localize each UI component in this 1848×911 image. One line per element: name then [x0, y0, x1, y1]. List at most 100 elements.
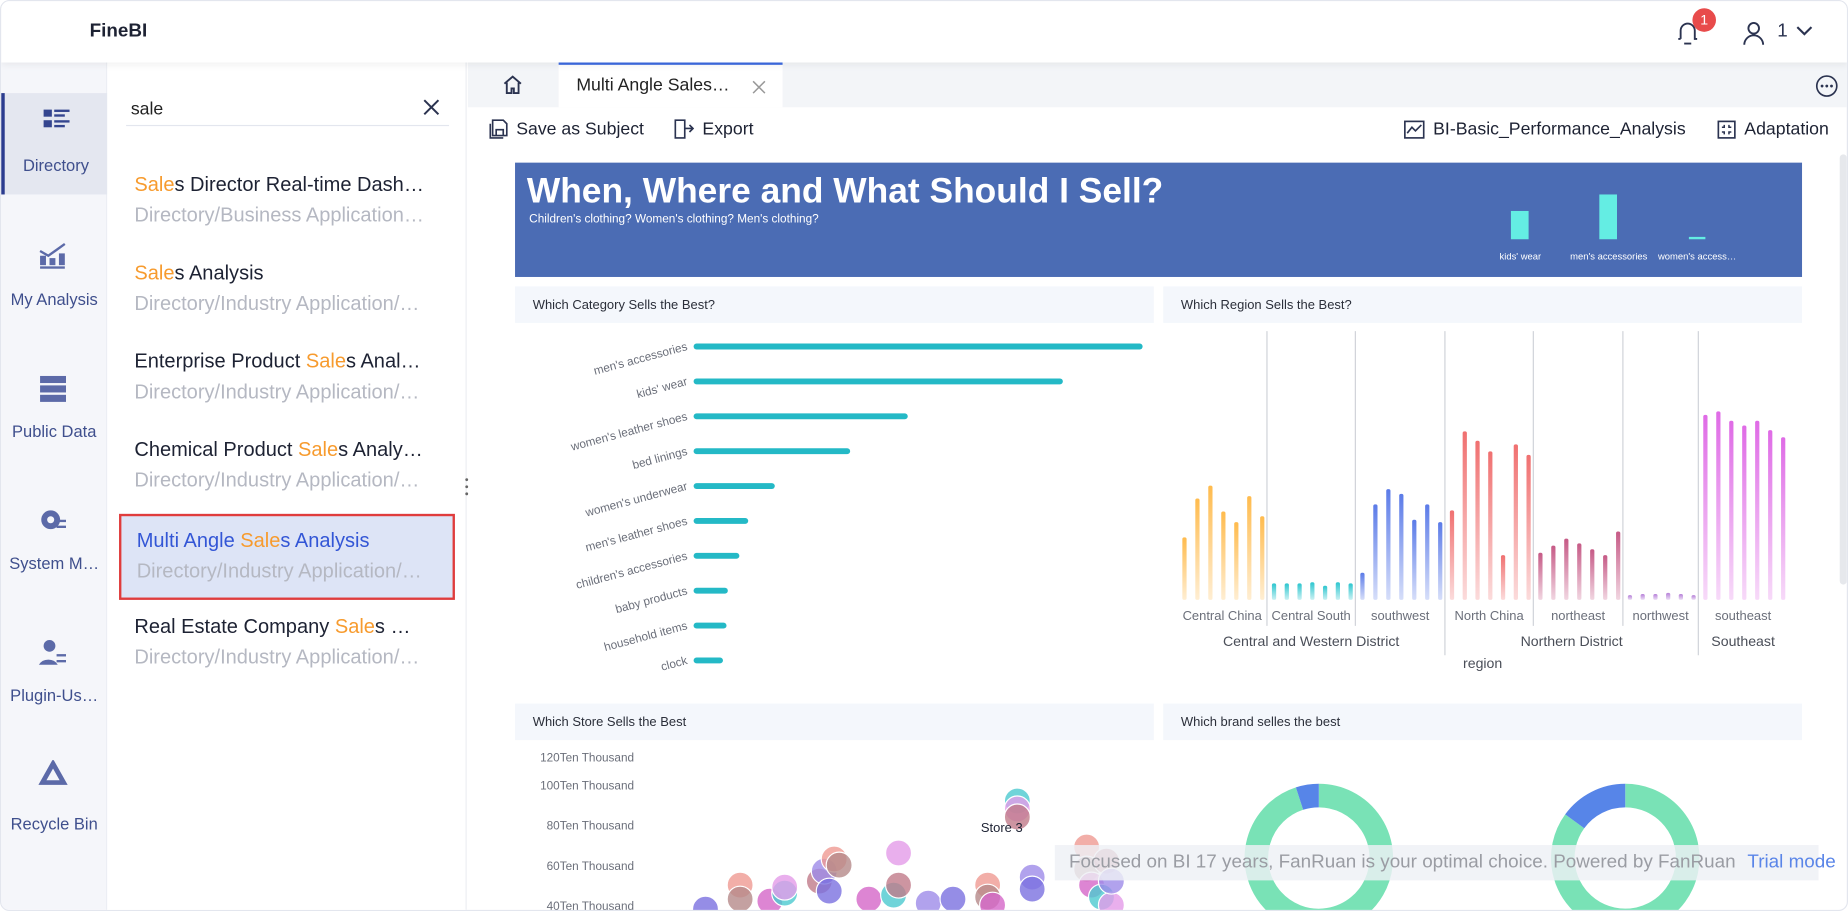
donut-slice[interactable] [1244, 783, 1394, 911]
donut-slice[interactable] [1565, 783, 1626, 829]
region-bar[interactable] [1742, 425, 1747, 600]
region-bar[interactable] [1271, 583, 1277, 600]
search-result-item[interactable]: Sales Director Real-time Dash… Directory/… [119, 160, 455, 246]
region-bar[interactable] [1755, 420, 1760, 600]
region-bar[interactable] [1425, 504, 1430, 600]
store-bubble[interactable] [979, 891, 1007, 911]
export-button[interactable]: Export [674, 119, 754, 139]
region-bar[interactable] [1703, 414, 1708, 600]
search-input[interactable] [126, 93, 450, 127]
store-bubble[interactable] [1003, 803, 1031, 831]
y-tick-label: 60Ten Thousand [547, 860, 634, 873]
subregion-label: Central China [1183, 608, 1263, 623]
region-bar[interactable] [1335, 582, 1340, 600]
region-bar[interactable] [1234, 522, 1239, 600]
region-bar[interactable] [1603, 555, 1608, 600]
search-result-item[interactable]: Chemical Product Sales Analy… Directory/I… [119, 425, 455, 511]
donut-slice[interactable] [1295, 783, 1320, 810]
region-bar[interactable] [1716, 411, 1721, 600]
region-bar[interactable] [1653, 593, 1658, 600]
trial-mode-link[interactable]: Trial mode [1747, 852, 1836, 873]
sidebar-item-system-m[interactable]: System M… [1, 491, 107, 592]
region-bar[interactable] [1462, 431, 1467, 600]
region-bar[interactable] [1678, 593, 1683, 600]
region-bar[interactable] [1500, 555, 1506, 600]
user-name[interactable]: 1 [1777, 21, 1788, 42]
search-result-item[interactable]: Multi Angle Sales Analysis Directory/Indu… [119, 513, 455, 600]
region-bar[interactable] [1590, 549, 1595, 600]
region-bar[interactable] [1640, 593, 1645, 600]
search-result-item[interactable]: Real Estate Company Sales … Directory/Ind… [119, 602, 455, 688]
chevron-down-icon[interactable] [1795, 25, 1814, 37]
region-bar[interactable] [1399, 493, 1404, 600]
store-bubble[interactable] [825, 851, 853, 879]
region-bar[interactable] [1182, 537, 1187, 600]
region-bar[interactable] [1386, 489, 1391, 600]
region-bar[interactable] [1438, 522, 1443, 600]
store-bubble[interactable] [884, 871, 913, 899]
region-bar[interactable] [1297, 583, 1302, 600]
region-bar[interactable] [1208, 485, 1213, 600]
region-bar[interactable] [1260, 516, 1265, 600]
adaptation-button[interactable]: Adaptation [1717, 119, 1829, 139]
region-bar[interactable] [1616, 531, 1621, 600]
region-bar[interactable] [1781, 437, 1786, 600]
region-bar[interactable] [1322, 585, 1328, 600]
gear-icon [41, 510, 66, 530]
region-bar[interactable] [1627, 595, 1633, 600]
region-bar[interactable] [1247, 496, 1252, 600]
sidebar-item-recycle-bin[interactable]: Recycle Bin [1, 755, 107, 856]
tab-multi-angle-sales[interactable]: Multi Angle Sales… [558, 62, 783, 108]
region-bar[interactable] [1360, 572, 1365, 600]
region-bar[interactable] [1729, 420, 1734, 600]
sidebar-item-public-data[interactable]: Public Data [1, 359, 107, 460]
region-bar[interactable] [1310, 582, 1315, 600]
user-icon[interactable] [1742, 20, 1766, 46]
category-label: men's accessories [592, 340, 689, 378]
region-bar[interactable] [1768, 430, 1773, 600]
region-bar[interactable] [1284, 583, 1289, 600]
mini-bar-label: women's access… [1657, 251, 1737, 262]
result-path: Directory/Business Application… [134, 203, 424, 227]
store-bubble[interactable] [914, 889, 942, 911]
region-bar[interactable] [1475, 440, 1480, 600]
region-bar[interactable] [1348, 583, 1353, 600]
region-bar[interactable] [1526, 454, 1531, 600]
region-bar[interactable] [1538, 552, 1543, 600]
sidebar-item-directory[interactable]: Directory [1, 93, 108, 195]
sidebar-item-my-analysis[interactable]: My Analysis [1, 227, 107, 328]
region-bar[interactable] [1195, 498, 1200, 600]
more-options-icon[interactable] [1815, 74, 1839, 98]
region-bar[interactable] [1513, 444, 1518, 600]
bell-icon[interactable] [1676, 20, 1700, 46]
store-bubble[interactable] [1018, 875, 1046, 903]
region-bar[interactable] [1666, 592, 1671, 600]
home-icon[interactable] [502, 74, 523, 95]
top-header: FineBI 1 1 [1, 1, 1847, 63]
store-bubble[interactable] [855, 885, 883, 911]
store-bubble[interactable] [939, 885, 967, 911]
region-bar[interactable] [1488, 451, 1493, 600]
panel-resize-handle[interactable] [464, 476, 469, 497]
store-bubble[interactable] [884, 839, 913, 867]
store-bubble[interactable] [726, 885, 754, 911]
search-result-item[interactable]: Sales Analysis Directory/Industry Applica… [119, 249, 455, 335]
region-bar[interactable] [1564, 538, 1569, 600]
region-bar[interactable] [1373, 504, 1378, 600]
store-bubble[interactable] [691, 895, 720, 911]
close-tab-icon[interactable] [752, 80, 766, 94]
region-bar[interactable] [1551, 545, 1556, 600]
clear-search-icon[interactable] [422, 98, 441, 117]
region-bar[interactable] [1691, 595, 1696, 600]
sidebar-item-plugin-us[interactable]: Plugin-Us… [1, 623, 107, 724]
region-bar[interactable] [1577, 543, 1582, 600]
region-bar[interactable] [1412, 519, 1417, 600]
region-bar[interactable] [1221, 511, 1226, 600]
vertical-scrollbar[interactable] [1839, 154, 1847, 585]
search-result-item[interactable]: Enterprise Product Sales Anal… Directory/… [119, 337, 455, 423]
template-button[interactable]: BI-Basic_Performance_Analysis [1404, 119, 1686, 139]
region-bar[interactable] [1449, 510, 1455, 600]
store-bubble[interactable] [771, 873, 799, 901]
store-bubble[interactable] [815, 877, 843, 905]
save-as-subject-button[interactable]: Save as Subject [489, 119, 644, 139]
